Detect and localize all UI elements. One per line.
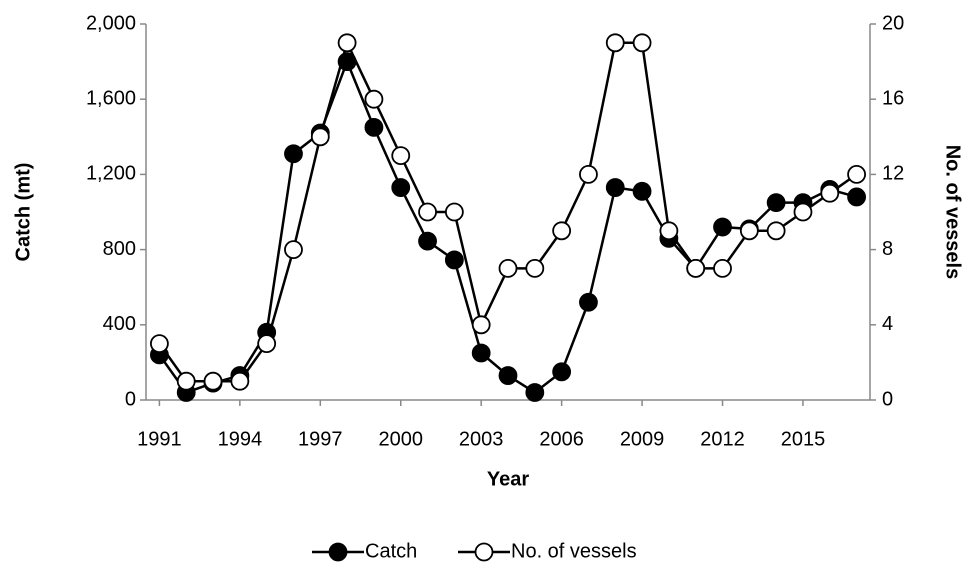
series-marker	[632, 33, 652, 53]
legend-label: No. of vessels	[511, 540, 637, 562]
x-tick-label: 1997	[298, 428, 343, 450]
x-tick-label: 2009	[620, 428, 665, 450]
y2-tick-label: 4	[882, 313, 893, 335]
series-marker	[471, 343, 491, 363]
series-marker	[257, 334, 277, 354]
x-tick-label: 2000	[378, 428, 423, 450]
series-marker	[525, 383, 545, 402]
y-tick-label: 0	[125, 388, 136, 410]
series-marker	[284, 240, 303, 260]
series-marker	[364, 89, 384, 109]
series-marker	[230, 371, 250, 391]
series-marker	[793, 202, 813, 222]
series-marker	[391, 146, 411, 166]
series-marker	[766, 193, 786, 213]
y2-tick-label: 0	[882, 388, 893, 410]
x-tick-label: 2006	[539, 428, 584, 450]
y-tick-label: 400	[103, 313, 136, 335]
x-tick-label: 2015	[781, 428, 826, 450]
series-marker	[418, 231, 437, 251]
x-tick-label: 2003	[459, 428, 504, 450]
y-tick-label: 2,000	[86, 12, 136, 34]
y-axis-title: Catch (mt)	[12, 163, 34, 262]
series-marker	[605, 178, 625, 197]
series-marker	[579, 164, 598, 184]
legend-marker	[328, 542, 348, 562]
series-marker	[713, 258, 732, 278]
series-marker	[820, 183, 840, 203]
series-marker	[847, 164, 866, 184]
y-tick-label: 1,200	[86, 163, 136, 185]
y-tick-label: 1,600	[86, 87, 136, 109]
series-marker	[203, 371, 223, 391]
y2-tick-label: 12	[882, 163, 904, 185]
y2-tick-label: 16	[882, 87, 904, 109]
series-marker	[444, 250, 464, 270]
series-marker	[337, 33, 357, 53]
y-tick-label: 800	[103, 238, 136, 260]
series-marker	[632, 181, 652, 201]
series-marker	[471, 315, 491, 335]
series-marker	[847, 187, 866, 207]
y2-tick-label: 20	[882, 12, 904, 34]
series-marker	[284, 144, 303, 164]
series-marker	[391, 178, 411, 197]
series-marker	[686, 258, 706, 278]
x-axis-title: Year	[487, 468, 529, 490]
x-tick-label: 1994	[218, 428, 263, 450]
series-marker	[498, 258, 518, 278]
series-marker	[552, 221, 572, 241]
series-marker	[552, 362, 572, 382]
series-marker	[713, 217, 732, 237]
legend-marker	[474, 542, 494, 562]
series-marker	[579, 292, 598, 312]
series-marker	[418, 202, 437, 222]
y2-axis-title: No. of vessels	[942, 145, 964, 280]
x-tick-label: 2012	[700, 428, 745, 450]
y2-tick-label: 8	[882, 238, 893, 260]
series-marker	[364, 118, 384, 137]
series-marker	[659, 221, 679, 241]
series-marker	[444, 202, 464, 222]
series-marker	[605, 33, 625, 53]
x-tick-label: 1991	[137, 428, 182, 450]
legend-label: Catch	[365, 540, 417, 562]
series-marker	[498, 366, 518, 385]
series-marker	[525, 258, 545, 278]
series-marker	[766, 221, 786, 241]
series-marker	[739, 221, 759, 241]
series-marker	[150, 334, 169, 354]
series-marker	[176, 371, 196, 391]
series-marker	[310, 127, 330, 147]
